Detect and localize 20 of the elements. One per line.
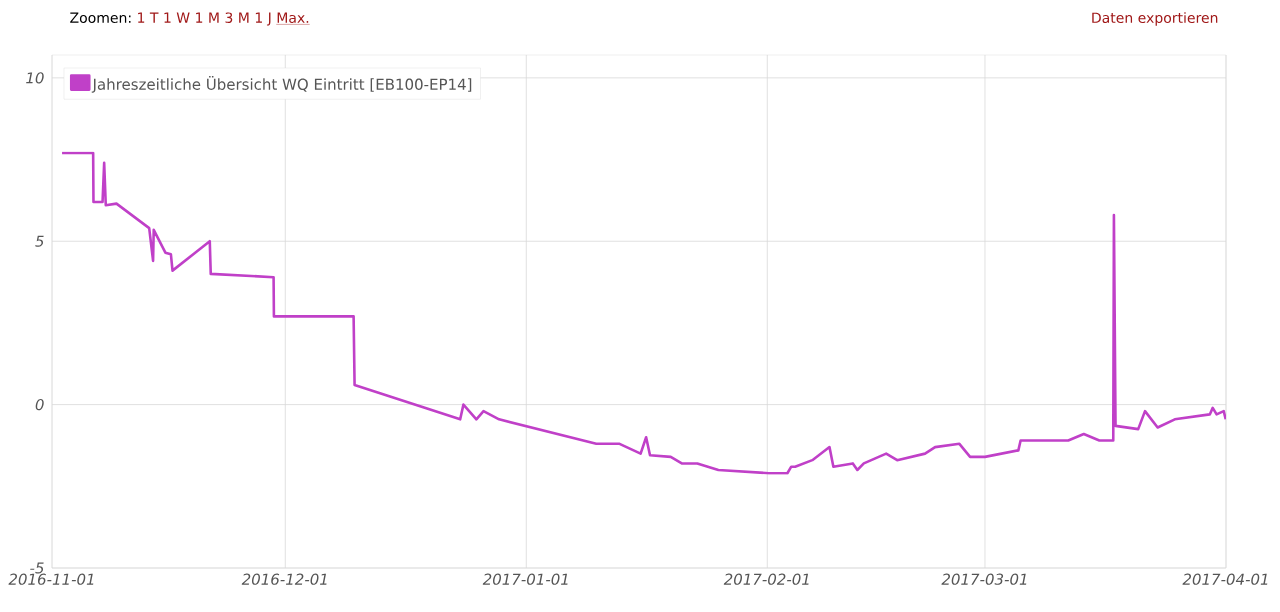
text: Max. xyxy=(277,12,309,23)
y-tick-label: 5 xyxy=(35,235,44,247)
text: Daten exportieren xyxy=(1092,12,1218,26)
x-tick-label: 2017-02-01 xyxy=(723,573,809,585)
legend-label: Jahreszeitliche Übersicht WQ Eintritt [EB100-EP14] xyxy=(91,76,472,93)
x-tick-label: 2017-01-01 xyxy=(482,573,568,585)
y-tick-label: -5 xyxy=(30,562,44,574)
y-tick-label: 0 xyxy=(35,398,44,411)
y-tick-label: 10 xyxy=(26,72,44,84)
text: 1 W xyxy=(164,12,190,23)
x-tick-label: 2017-03-01 xyxy=(941,573,1027,585)
text: 3 M xyxy=(225,12,249,23)
text: 1 T xyxy=(138,12,159,23)
x-tick-label: 2016-11-01 xyxy=(8,573,94,585)
line-series xyxy=(60,151,1226,475)
text: Zoomen: xyxy=(70,12,131,23)
x-tick-label: 2016-12-01 xyxy=(241,573,327,585)
x-tick-label: 2017-04-01 xyxy=(1182,573,1268,585)
text: 1 M xyxy=(196,12,219,23)
text: 1 J xyxy=(255,12,271,26)
